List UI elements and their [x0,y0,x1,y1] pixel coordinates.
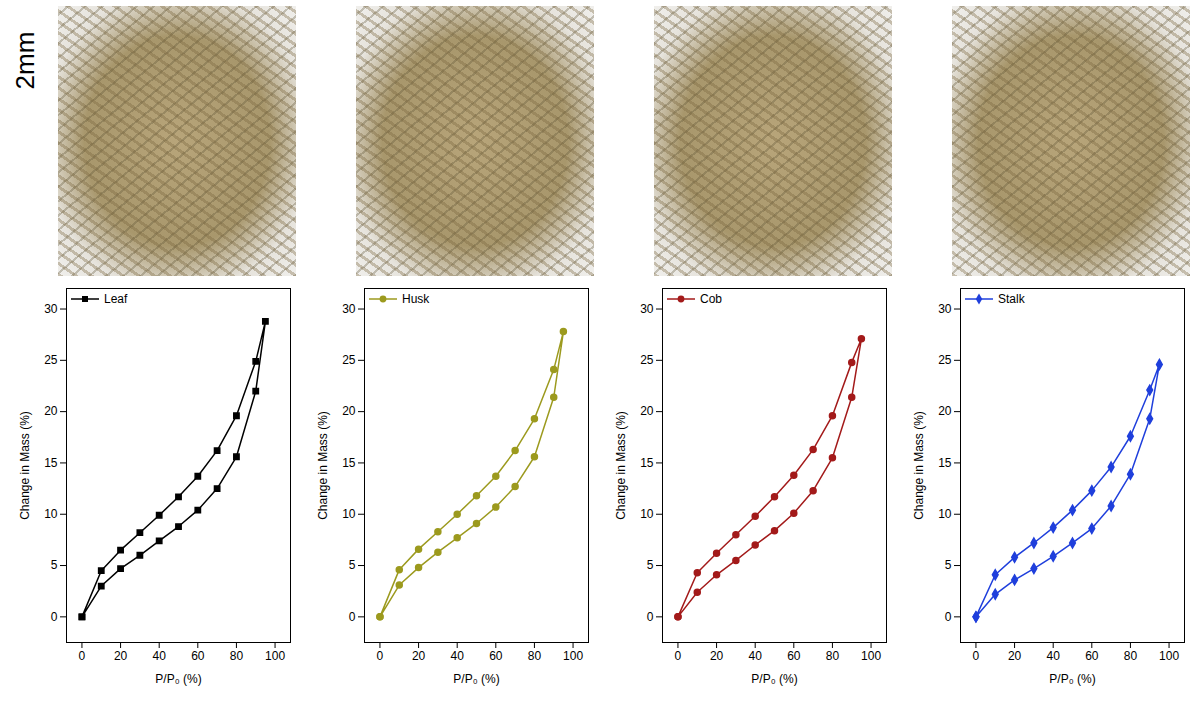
svg-text:25: 25 [640,353,654,367]
svg-text:20: 20 [412,649,426,663]
svg-text:P/P₀ (%): P/P₀ (%) [453,672,499,686]
svg-text:30: 30 [938,302,952,316]
svg-text:80: 80 [230,649,244,663]
svg-text:80: 80 [1124,649,1138,663]
svg-text:20: 20 [710,649,724,663]
svg-text:0: 0 [51,610,58,624]
svg-text:20: 20 [44,404,58,418]
svg-text:80: 80 [528,649,542,663]
svg-text:5: 5 [51,558,58,572]
svg-text:25: 25 [342,353,356,367]
svg-text:0: 0 [79,649,86,663]
html-text:2mm: 2mm [10,31,41,89]
svg-text:60: 60 [191,649,205,663]
svg-text:0: 0 [973,649,980,663]
svg-text:Change in Mass (%): Change in Mass (%) [912,411,926,520]
svg-text:Change in Mass (%): Change in Mass (%) [614,411,628,520]
svg-text:20: 20 [938,404,952,418]
svg-text:P/P₀ (%): P/P₀ (%) [155,672,201,686]
svg-text:5: 5 [349,558,356,572]
svg-text:0: 0 [377,649,384,663]
svg-text:25: 25 [938,353,952,367]
svg-text:40: 40 [749,649,763,663]
svg-text:30: 30 [640,302,654,316]
svg-text:40: 40 [1047,649,1061,663]
svg-text:40: 40 [451,649,465,663]
svg-text:P/P₀ (%): P/P₀ (%) [1049,672,1095,686]
svg-text:0: 0 [349,610,356,624]
svg-text:60: 60 [1085,649,1099,663]
svg-text:0: 0 [647,610,654,624]
svg-text:15: 15 [44,456,58,470]
svg-text:15: 15 [938,456,952,470]
svg-text:10: 10 [44,507,58,521]
svg-text:15: 15 [342,456,356,470]
svg-text:10: 10 [640,507,654,521]
svg-text:Change in Mass (%): Change in Mass (%) [18,411,32,520]
svg-text:15: 15 [640,456,654,470]
svg-text:30: 30 [44,302,58,316]
svg-text:100: 100 [563,649,583,663]
html-text:Stalk: Stalk [998,292,1025,306]
svg-text:60: 60 [489,649,503,663]
svg-text:0: 0 [675,649,682,663]
svg-text:20: 20 [1008,649,1022,663]
svg-text:100: 100 [861,649,881,663]
svg-text:25: 25 [44,353,58,367]
svg-text:60: 60 [787,649,801,663]
svg-text:20: 20 [114,649,128,663]
svg-text:80: 80 [826,649,840,663]
svg-text:0: 0 [945,610,952,624]
html-text:Cob: Cob [700,292,722,306]
svg-text:5: 5 [647,558,654,572]
svg-text:30: 30 [342,302,356,316]
svg-text:40: 40 [153,649,167,663]
svg-text:10: 10 [342,507,356,521]
svg-text:10: 10 [938,507,952,521]
svg-text:100: 100 [265,649,285,663]
svg-text:P/P₀ (%): P/P₀ (%) [751,672,797,686]
svg-text:100: 100 [1159,649,1179,663]
svg-text:Change in Mass (%): Change in Mass (%) [316,411,330,520]
svg-text:5: 5 [945,558,952,572]
svg-text:20: 20 [342,404,356,418]
html-text:Husk: Husk [402,292,430,306]
svg-text:20: 20 [640,404,654,418]
html-text:Leaf: Leaf [104,292,128,306]
